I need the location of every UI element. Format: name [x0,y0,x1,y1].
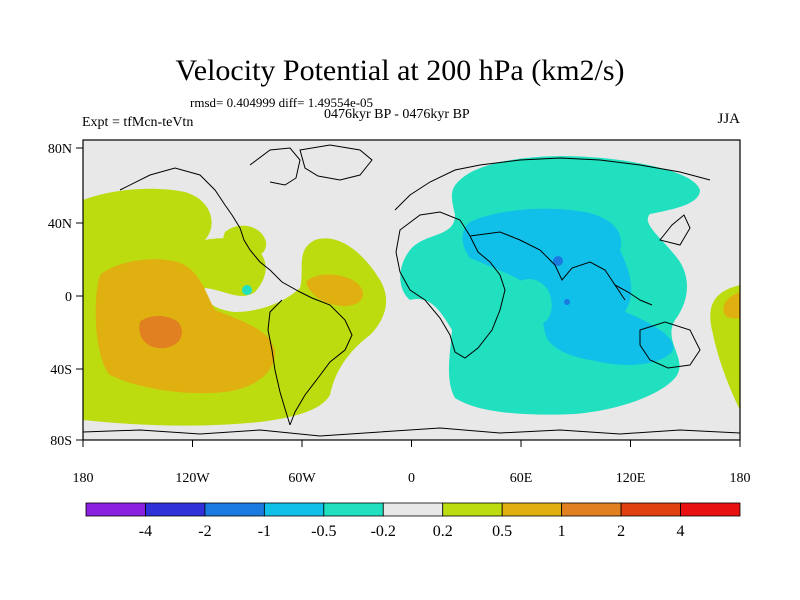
contour-indian-ocean-lobe [514,278,552,326]
colorbar-label: 0.5 [492,523,512,540]
contour-bay-of-bengal-dot [553,256,563,266]
contour-caribbean-positive [223,225,267,260]
colorbar-swatch [323,502,384,517]
map-title: Velocity Potential at 200 hPa (km2/s) [175,54,625,87]
contour-pacific-orange [95,259,276,394]
season-label: JJA [717,111,740,127]
lat-tick-label: 40S [50,363,72,378]
colorbar-swatch [442,502,503,517]
experiment-label: Expt = tfMcn-teVtn [82,115,194,130]
lon-tick-label: 120W [175,471,210,486]
colorbar-label: 2 [617,523,625,540]
colorbar-label: -0.2 [371,523,396,540]
colorbar-label: 4 [677,523,685,540]
lat-tick-label: 80N [48,142,72,157]
coastlines [83,144,740,437]
stats-line: rmsd= 0.404999 diff= 1.49554e-05 [190,95,374,110]
colorbar-swatch [263,502,325,517]
lon-tick-label: 0 [408,471,415,486]
colorbar-swatch [561,502,622,517]
colorbar-label: -1 [258,523,271,540]
colorbar-label: -0.5 [311,523,336,540]
colorbar-label: 0.2 [433,523,453,540]
colorbar-swatch [680,502,741,517]
contour-indian-ocean-dot [564,299,570,305]
map-panel [83,140,740,440]
lon-tick-label: 60E [510,471,533,486]
colorbar-label: -2 [198,523,211,540]
lon-tick-label: 180 [73,471,94,486]
period-label: 0476kyr BP - 0476kyr BP [324,107,470,122]
colorbar-swatch [145,502,206,517]
lat-tick-label: 40N [48,217,72,232]
latitude-axis: 80N 40N 0 40S 80S [48,142,83,449]
lat-tick-label: 80S [50,434,72,449]
lon-tick-label: 60W [288,471,316,486]
longitude-axis: 180 120W 60W 0 60E 120E 180 [73,440,751,486]
colorbar-label: 1 [558,523,566,540]
colorbar: -4 -2 -1 -0.5 -0.2 0.2 0.5 1 2 4 [85,502,741,540]
contour-east-edge-orange [723,292,740,319]
contour-samerica-orange [306,274,363,307]
lon-tick-label: 180 [730,471,751,486]
colorbar-swatch [85,502,146,517]
colorbar-swatch [501,502,563,517]
colorbar-swatch [620,502,681,517]
colorbar-swatch [204,502,265,517]
contour-pacific-core [139,316,182,349]
lon-tick-label: 120E [616,471,646,486]
colorbar-label: -4 [139,523,152,540]
contour-epacific-negative-dot [242,285,252,295]
contour-indopacific-core [462,208,674,365]
lat-tick-label: 0 [65,290,72,305]
colorbar-swatch [382,502,444,517]
